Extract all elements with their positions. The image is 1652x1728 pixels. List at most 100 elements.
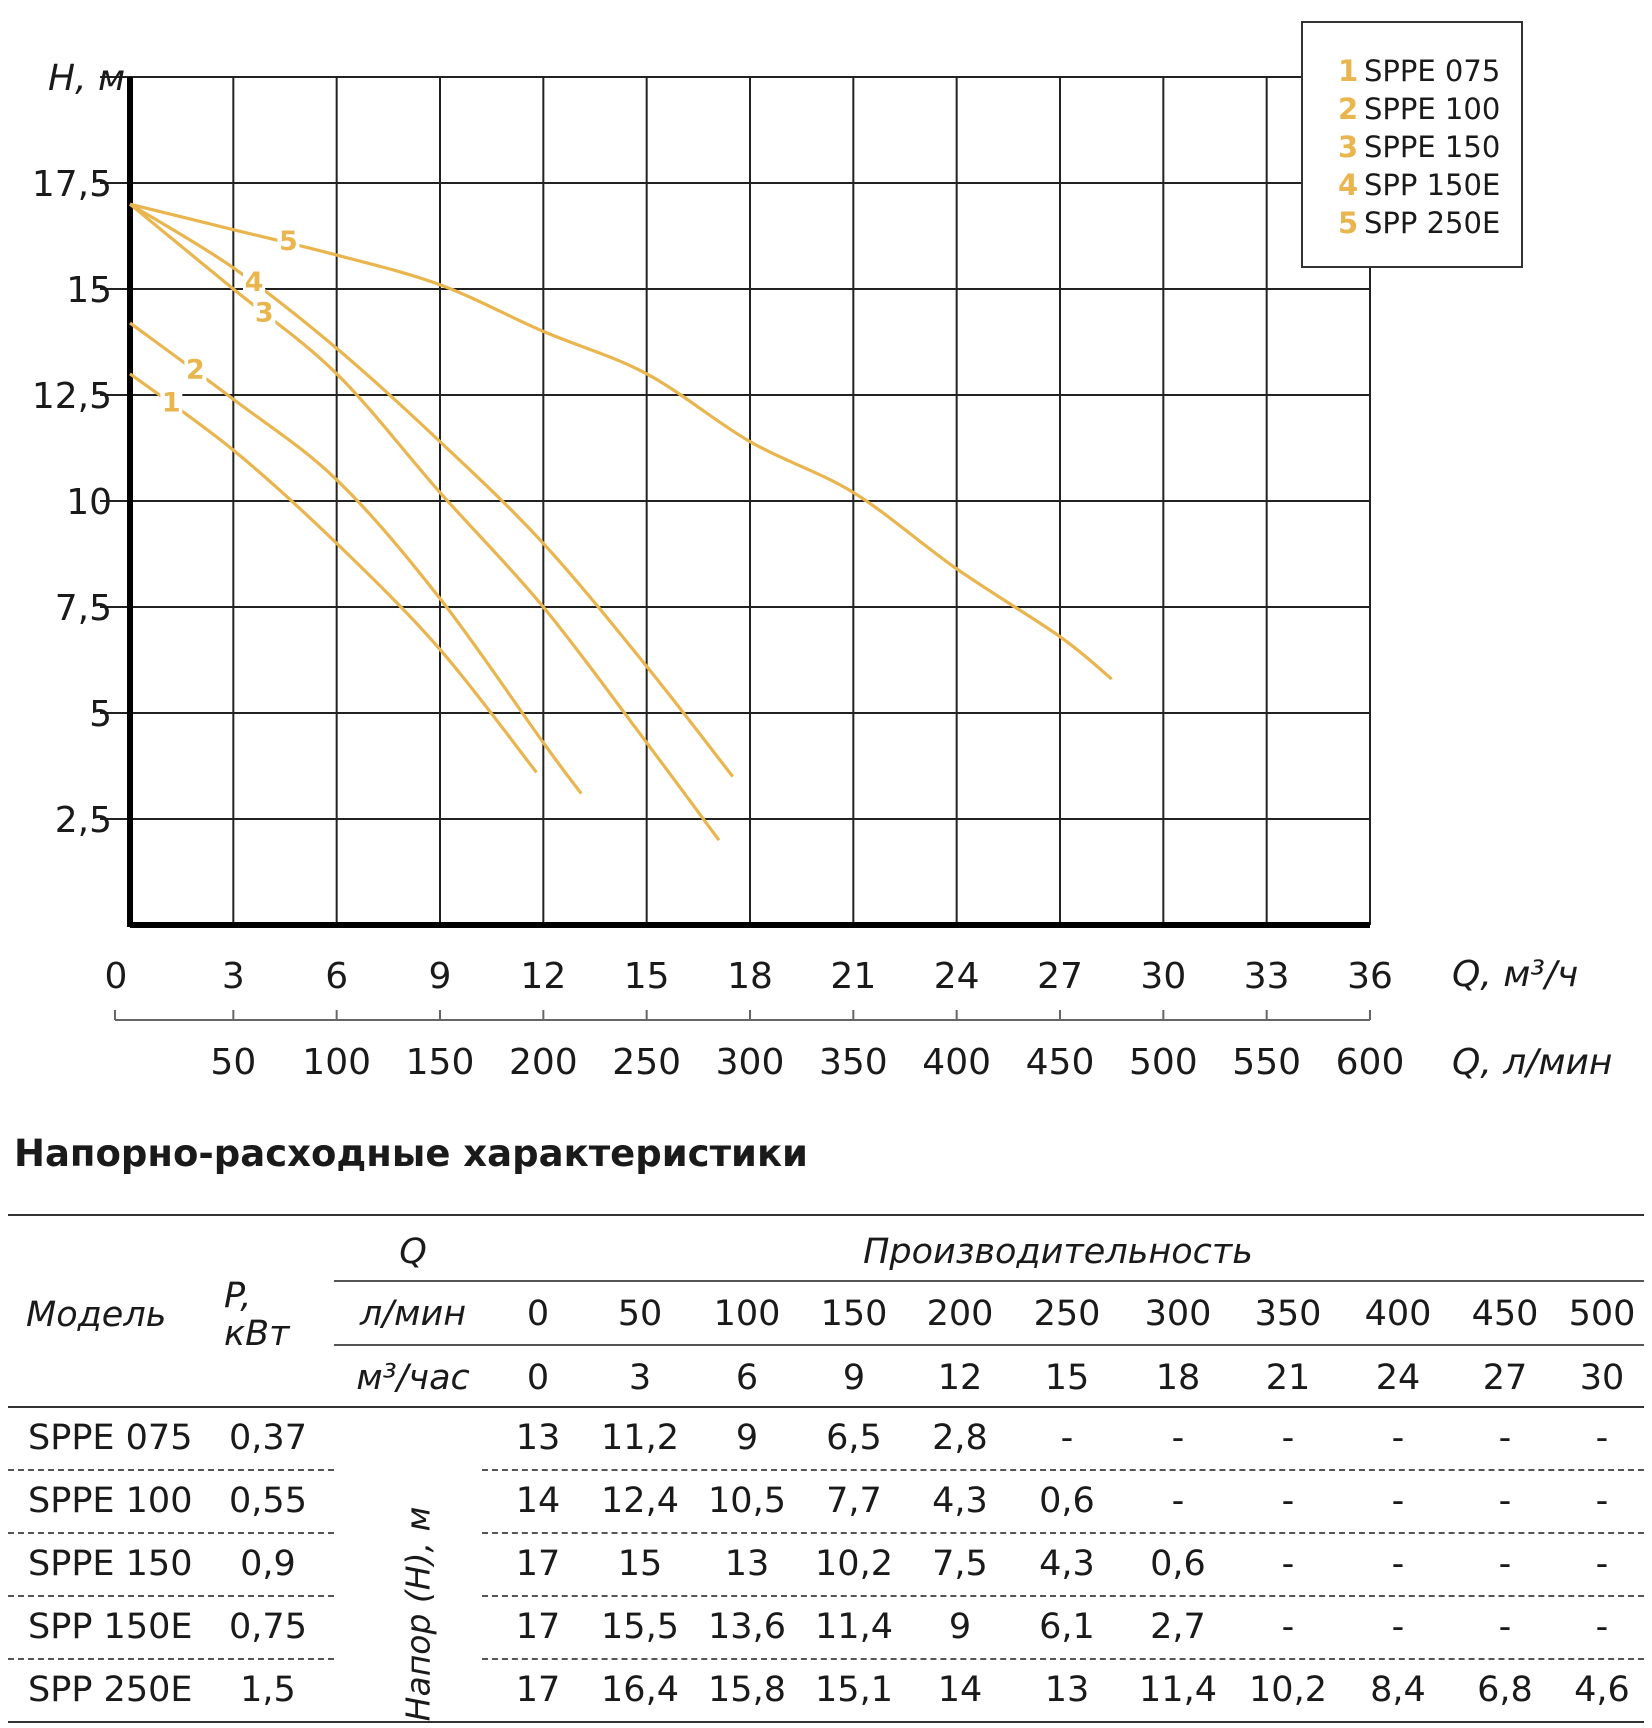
x-tick-label: 9	[429, 956, 452, 997]
legend-entry: SPPE 100	[1364, 92, 1500, 126]
row-value: 0,6	[1039, 1481, 1095, 1521]
row-value: 10,2	[1249, 1670, 1327, 1710]
row-value: 13,6	[708, 1607, 786, 1647]
row-value: 17	[515, 1544, 561, 1584]
row-separator	[8, 1469, 334, 1471]
header-lmin-value: 450	[1471, 1294, 1539, 1334]
legend-entry: SPP 150E	[1364, 168, 1500, 202]
curve-label-3: 3	[255, 297, 274, 328]
row-value: 13	[515, 1418, 561, 1458]
x-tick-label: 36	[1347, 956, 1393, 997]
header-m3-value: 9	[842, 1358, 866, 1398]
row-model: SPP 250E	[28, 1670, 193, 1710]
row-value: 14	[515, 1481, 561, 1521]
y-tick-label: 7,5	[55, 588, 112, 629]
y-tick-label: 5	[89, 694, 112, 735]
row-value: 15,8	[708, 1670, 786, 1710]
row-model: SPPE 150	[28, 1544, 193, 1584]
row-value: 11,4	[1139, 1670, 1217, 1710]
header-m3-value: 12	[937, 1358, 983, 1398]
row-value: 9	[948, 1607, 972, 1647]
table-title: Напорно-расходные характеристики	[14, 1132, 808, 1175]
table-rule-header-2	[334, 1344, 1644, 1346]
x2-tick-label: 450	[1026, 1042, 1095, 1083]
row-model: SPPE 075	[28, 1418, 193, 1458]
row-separator	[482, 1658, 1644, 1660]
pump-performance-chart: 0 3 6 9 12 15 18 21 24 27 30 33 36 50 100 150 200 250 300 3…	[32, 21, 1612, 1083]
row-value: 15	[617, 1544, 663, 1584]
header-lmin-value: 400	[1364, 1294, 1432, 1334]
curve-5	[129, 202, 1113, 681]
row-value: -	[1498, 1481, 1512, 1521]
row-value: 6,8	[1477, 1670, 1533, 1710]
row-value: -	[1595, 1481, 1609, 1521]
x-tick-label: 15	[624, 956, 670, 997]
x2-tick-label: 600	[1336, 1042, 1405, 1083]
row-value: 11,2	[601, 1418, 679, 1458]
row-value: -	[1391, 1607, 1405, 1647]
row-value: 7,7	[826, 1481, 882, 1521]
head-label: Напор (H), м	[393, 1507, 443, 1722]
y-tick-label: 2,5	[55, 800, 112, 841]
row-value: 16,4	[601, 1670, 679, 1710]
row-value: 4,3	[932, 1481, 988, 1521]
axes	[114, 77, 1371, 1021]
header-group: Производительность	[863, 1232, 1253, 1272]
row-value: -	[1281, 1607, 1295, 1647]
row-value: 15,5	[601, 1607, 679, 1647]
x2-tick-label: 400	[922, 1042, 991, 1083]
row-separator	[482, 1532, 1644, 1534]
y-tick-label: 12,5	[32, 376, 112, 417]
row-value: -	[1595, 1544, 1609, 1584]
header-lmin-value: 200	[926, 1294, 994, 1334]
row-model: SPPE 100	[28, 1481, 193, 1521]
header-unit-lmin: л/мин	[359, 1294, 467, 1334]
table-rule-header-1	[334, 1280, 1644, 1282]
x2-tick-label: 200	[509, 1042, 578, 1083]
curve-label-bg	[160, 386, 183, 415]
table-rule-bottom	[8, 1721, 1644, 1723]
curve-label-bg	[277, 225, 300, 254]
row-separator	[8, 1532, 334, 1534]
table-rule-top	[8, 1214, 1644, 1216]
curve-2	[129, 321, 583, 795]
row-value: 4,3	[1039, 1544, 1095, 1584]
header-m3-value: 27	[1482, 1358, 1528, 1398]
x2-tick-label: 350	[819, 1042, 888, 1083]
x-tick-label: 3	[222, 956, 245, 997]
header-q: Q	[399, 1232, 427, 1272]
header-m3-value: 6	[735, 1358, 759, 1398]
y-axis-label: H, м	[48, 58, 125, 99]
table-rule-header-bottom	[8, 1406, 1644, 1408]
curve-1	[129, 372, 538, 774]
x-tick-label: 0	[105, 956, 128, 997]
legend-entry: SPP 250E	[1364, 206, 1500, 240]
row-value: 15,1	[815, 1670, 893, 1710]
row-value: 2,7	[1150, 1607, 1206, 1647]
header-m3-value: 0	[526, 1358, 550, 1398]
curve-label-bg	[253, 296, 276, 325]
legend-box	[1301, 21, 1523, 268]
row-value: -	[1391, 1481, 1405, 1521]
header-lmin-value: 150	[820, 1294, 888, 1334]
header-m3-value: 21	[1265, 1358, 1311, 1398]
row-value: 0,6	[1150, 1544, 1206, 1584]
row-value: 6,1	[1039, 1607, 1095, 1647]
x-tick-label: 24	[934, 956, 980, 997]
curve-label-2: 2	[186, 354, 205, 385]
header-lmin-value: 500	[1568, 1294, 1636, 1334]
row-separator	[482, 1595, 1644, 1597]
legend-num: 3	[1338, 130, 1358, 164]
row-separator	[482, 1469, 1644, 1471]
row-value: 7,5	[932, 1544, 988, 1584]
x2-tick-label: 150	[406, 1042, 475, 1083]
legend-entry: SPPE 075	[1364, 54, 1500, 88]
row-value: 12,4	[601, 1481, 679, 1521]
x-tick-label: 18	[727, 956, 773, 997]
x-tick-label: 21	[830, 956, 876, 997]
header-unit-m3: м³/час	[356, 1358, 470, 1398]
header-model: Модель	[26, 1295, 167, 1335]
